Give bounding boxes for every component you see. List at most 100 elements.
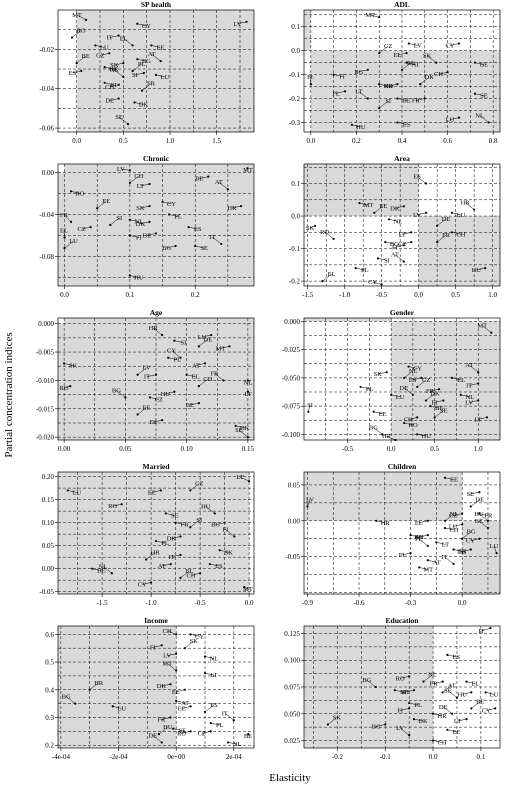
point-leader-cy [470, 538, 480, 541]
data-point-pl [359, 385, 362, 389]
point-label-pl: PL [415, 536, 423, 543]
point-leader-be [471, 701, 481, 709]
data-point-ee [446, 728, 449, 731]
data-point-ro [396, 83, 399, 86]
point-label-lt: LT [137, 183, 144, 190]
point-leader-sk [140, 205, 150, 209]
point-leader-de [109, 98, 119, 101]
point-label-fr: FR [181, 522, 190, 529]
point-leader-lt [477, 417, 487, 420]
data-point-hr [378, 83, 381, 86]
data-point-ch [199, 572, 202, 575]
point-label-es: ES [459, 549, 467, 556]
y-tick-label: 0.3 [45, 714, 54, 722]
point-label-nl: NL [210, 656, 219, 663]
data-point-hr [394, 438, 397, 442]
point-label-it: IT [144, 374, 150, 381]
data-point-nl [403, 376, 406, 379]
y-tick-label: 0.0 [291, 47, 300, 55]
point-leader-bg [137, 58, 147, 62]
data-point-el [405, 51, 408, 55]
data-point-lu [66, 489, 69, 492]
data-point-ro [70, 36, 74, 39]
point-label-si: SI [196, 517, 202, 524]
point-label-ee: EE [379, 411, 387, 418]
data-point-el [63, 236, 66, 239]
y-tick-label: 0.1 [291, 23, 300, 31]
point-label-lv: LV [306, 496, 314, 503]
data-point-pl [408, 701, 411, 705]
data-point-it [179, 553, 182, 556]
point-label-mt: MT [243, 586, 253, 593]
point-label-fi: FI [399, 552, 405, 559]
point-label-mt: MT [423, 566, 433, 573]
point-label-fi: FI [307, 74, 313, 81]
point-leader-dk [461, 549, 471, 552]
data-point-cz [209, 730, 212, 733]
point-leader-cz [417, 379, 427, 388]
data-point-bg [461, 537, 464, 540]
data-point-ch [197, 384, 200, 388]
point-label-lu: LU [161, 74, 170, 81]
x-tick-label: -1.5 [97, 599, 109, 607]
point-label-de: DE [105, 98, 114, 105]
data-point-el [179, 576, 182, 579]
point-leader-bg [366, 679, 376, 688]
point-label-fr: FR [210, 370, 219, 377]
data-point-ro [69, 190, 73, 193]
point-label-ro: RO [59, 385, 68, 392]
point-leader-es [447, 654, 457, 658]
point-leader-be [76, 55, 86, 64]
shaded-region [418, 216, 500, 286]
data-point-lt [366, 97, 369, 100]
point-label-de: DE [148, 732, 157, 739]
data-point-ee [443, 476, 447, 479]
data-point-bg [124, 396, 127, 399]
x-tick-label: 0.0 [245, 599, 254, 607]
data-point-pl [209, 721, 212, 725]
x-tick-label: 0.1 [477, 753, 486, 761]
point-leader-ee [447, 729, 457, 733]
data-point-be [207, 175, 210, 178]
point-leader-es [412, 377, 422, 381]
panel-frame [57, 625, 255, 749]
y-tick-label: -0.04 [39, 85, 54, 93]
data-point-fr [174, 521, 177, 524]
x-tick-label: 0.0 [60, 291, 69, 299]
data-point-fr [441, 680, 444, 683]
point-leader-lu [202, 334, 212, 338]
data-point-lt [485, 416, 489, 419]
data-point-fi [128, 234, 131, 237]
point-label-mt: MT [72, 12, 82, 19]
point-label-se: SE [444, 688, 452, 695]
point-leader-lt [204, 672, 215, 676]
point-label-ee: EE [156, 44, 164, 51]
point-label-ch: CH [456, 231, 465, 238]
point-leader-nl [114, 69, 124, 78]
point-leader-lv [469, 400, 479, 403]
data-point-hu [213, 512, 216, 515]
point-label-sk: SK [110, 62, 119, 69]
point-leader-de [443, 706, 453, 714]
panel-title: Children [388, 462, 417, 471]
x-tick-label: 0.0 [429, 753, 438, 761]
point-label-ch: CH [203, 376, 212, 383]
point-leader-lt [402, 232, 412, 235]
point-leader-hu [462, 692, 472, 695]
point-label-dk: DK [157, 683, 167, 690]
point-label-cy: CY [167, 201, 176, 208]
point-label-se: SE [171, 512, 179, 519]
point-label-at: AT [181, 700, 189, 707]
x-tick-label: -1.0 [339, 291, 351, 299]
data-point-es [424, 182, 428, 185]
point-leader-el [418, 520, 428, 524]
data-point-el [183, 688, 186, 691]
data-point-el [450, 376, 454, 379]
data-point-at [477, 371, 480, 374]
point-leader-bg [116, 390, 126, 398]
point-label-ro: RO [177, 730, 186, 737]
data-point-lv [175, 652, 178, 655]
point-leader-be [430, 405, 440, 409]
point-leader-fr [214, 373, 224, 381]
point-leader-se [118, 116, 129, 125]
